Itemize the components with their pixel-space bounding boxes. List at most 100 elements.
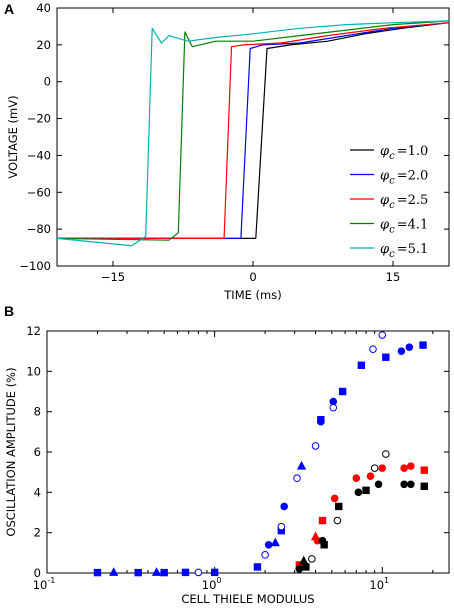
point-circle: [407, 480, 415, 489]
point-circle-open: [378, 331, 387, 339]
scatter-points-b: [93, 331, 428, 577]
x-tick-label-b: 100: [202, 576, 222, 592]
point-circle: [397, 347, 406, 355]
legend-symbol: φ: [380, 242, 390, 257]
point-circle: [352, 474, 361, 483]
x-tick-exponent: 1: [384, 576, 389, 585]
y-tick-label-a: 20: [36, 38, 51, 52]
point-triangle: [310, 531, 321, 541]
point-circle: [354, 488, 363, 497]
point-square: [318, 516, 327, 525]
legend-entry: φc =2.5: [380, 193, 428, 211]
y-tick-label-b: 8: [34, 405, 41, 419]
point-square: [302, 563, 310, 571]
point-triangle: [299, 555, 309, 565]
point-square: [420, 482, 428, 490]
point-circle: [330, 494, 339, 503]
point-square: [357, 361, 366, 369]
point-square: [160, 568, 168, 577]
x-tick-label-a: 15: [386, 270, 401, 284]
y-axis-label-b: OSCILLATION AMPLITUDE (%): [4, 367, 18, 536]
point-circle: [318, 536, 327, 545]
x-tick-base: 10: [369, 578, 384, 592]
legend-subscript: c: [389, 151, 395, 162]
legend-symbol: φ: [380, 169, 390, 184]
series-line-1-0: [57, 22, 450, 239]
series-line-2-5: [57, 22, 450, 239]
point-square: [362, 486, 370, 495]
point-square: [420, 466, 428, 474]
legend-entry: φc =2.0: [380, 169, 428, 187]
point-circle-open: [308, 555, 316, 563]
x-tick-exponent: 0: [216, 576, 221, 585]
point-circle: [374, 480, 383, 489]
y-tick-label-a: −80: [27, 222, 51, 236]
point-square: [338, 387, 347, 396]
point-triangle: [109, 567, 119, 576]
legend-value: =5.1: [397, 242, 429, 257]
y-tick-label-b: 2: [34, 526, 41, 540]
point-circle-open: [311, 442, 320, 450]
legend-subscript: c: [389, 225, 395, 236]
y-tick-label-b: 6: [34, 445, 41, 459]
point-circle-open: [194, 568, 203, 577]
point-circle-open: [293, 474, 301, 483]
point-circle: [400, 464, 408, 472]
point-circle: [400, 480, 408, 489]
point-circle: [407, 462, 415, 470]
legend-entry: φc =5.1: [380, 242, 428, 260]
x-tick-exponent: -1: [47, 576, 55, 585]
x-tick-label-a: 0: [249, 270, 256, 284]
legend-symbol: φ: [380, 218, 390, 233]
legend-value: =2.0: [397, 169, 429, 184]
point-circle-open: [261, 551, 269, 559]
y-tick-label-a: −20: [27, 112, 51, 126]
point-triangle: [151, 567, 162, 576]
y-tick-label-b: 10: [26, 364, 41, 378]
point-triangle: [270, 537, 280, 547]
x-tick-base: 10: [33, 578, 48, 592]
ticks-a: −15 0 15 −100 −80 −60 −40 −20 0 20 40: [19, 1, 449, 284]
point-square: [181, 568, 190, 577]
legend-symbol: φ: [380, 193, 390, 208]
legend-subscript: c: [389, 176, 395, 187]
legend-subscript: c: [389, 249, 395, 260]
y-tick-label-b: 0: [34, 566, 41, 580]
series-line-4-1: [56, 20, 450, 241]
point-circle-open: [329, 403, 338, 412]
y-tick-label-a: 0: [44, 75, 51, 89]
y-tick-label-a: 40: [36, 1, 51, 15]
point-triangle: [296, 460, 307, 470]
point-circle: [295, 565, 304, 573]
x-tick-label-b: 101: [369, 576, 389, 592]
legend-symbol: φ: [380, 144, 390, 159]
legend-value: =4.1: [397, 218, 429, 233]
x-tick-label-b: 10-1: [33, 576, 56, 592]
legend-a: φc =1.0φc =2.0φc =2.5φc =4.1φc =5.1: [350, 144, 428, 260]
y-tick-label-a: −40: [27, 148, 51, 162]
point-square: [93, 568, 102, 577]
point-square: [335, 502, 343, 511]
point-circle-open: [382, 450, 390, 458]
y-tick-label-b: 4: [34, 485, 41, 499]
point-circle: [366, 472, 375, 481]
point-square: [253, 563, 262, 571]
point-square: [210, 568, 219, 577]
x-axis-label-b: CELL THIELE MODULUS: [181, 592, 314, 606]
x-tick-label-a: −15: [101, 270, 125, 284]
y-tick-label-a: −100: [19, 259, 51, 273]
y-tick-label-a: −60: [27, 185, 51, 199]
legend-value: =2.5: [397, 193, 429, 208]
x-tick-base: 10: [202, 578, 217, 592]
y-tick-label-b: 12: [26, 324, 41, 338]
point-square: [419, 341, 427, 349]
series-lines-a: [56, 20, 450, 247]
panel-label-b: B: [4, 303, 14, 319]
point-circle: [405, 343, 414, 351]
y-axis-label-a: VOLTAGE (mV): [6, 95, 20, 178]
legend-subscript: c: [389, 200, 395, 211]
point-circle: [317, 417, 325, 426]
